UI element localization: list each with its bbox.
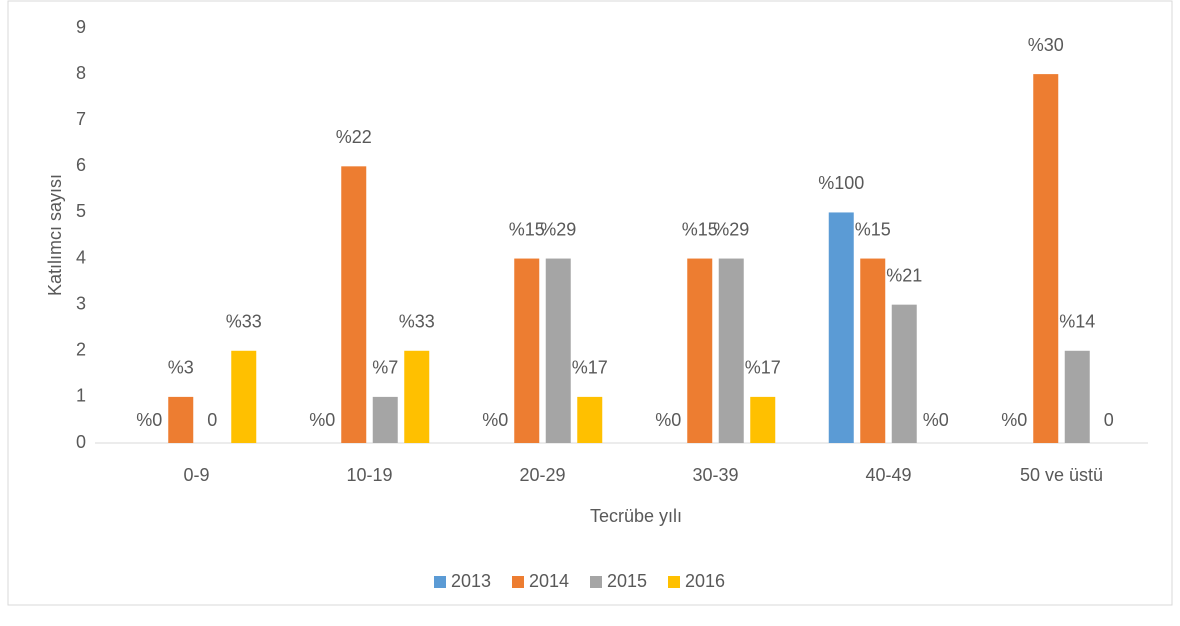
x-tick-label: 0-9 bbox=[183, 465, 209, 485]
value-label: %14 bbox=[1059, 312, 1095, 332]
legend-label: 2014 bbox=[529, 571, 569, 591]
bar bbox=[687, 258, 713, 443]
value-label: %29 bbox=[713, 219, 749, 239]
value-label: %17 bbox=[745, 358, 781, 378]
bar bbox=[860, 258, 886, 443]
value-label: %0 bbox=[309, 410, 335, 430]
y-tick-label: 3 bbox=[76, 293, 86, 313]
x-tick-label: 50 ve üstü bbox=[1020, 465, 1103, 485]
bar bbox=[545, 258, 571, 443]
value-label: %0 bbox=[1001, 410, 1027, 430]
bar bbox=[514, 258, 540, 443]
x-tick-label: 30-39 bbox=[692, 465, 738, 485]
value-label: %15 bbox=[682, 219, 718, 239]
x-tick-label: 40-49 bbox=[865, 465, 911, 485]
value-label: %0 bbox=[136, 410, 162, 430]
value-label: %33 bbox=[226, 312, 262, 332]
value-label: %0 bbox=[655, 410, 681, 430]
value-label: %3 bbox=[168, 358, 194, 378]
y-tick-label: 4 bbox=[76, 247, 86, 267]
legend-swatch bbox=[512, 576, 524, 588]
x-tick-label: 20-29 bbox=[519, 465, 565, 485]
y-tick-label: 0 bbox=[76, 432, 86, 452]
bar bbox=[1033, 74, 1059, 443]
y-tick-label: 7 bbox=[76, 109, 86, 129]
y-tick-label: 5 bbox=[76, 201, 86, 221]
bar bbox=[891, 304, 917, 443]
legend-label: 2016 bbox=[685, 571, 725, 591]
bar bbox=[577, 396, 603, 443]
bar bbox=[404, 350, 430, 443]
legend-swatch bbox=[434, 576, 446, 588]
value-label: 0 bbox=[1104, 410, 1114, 430]
y-tick-label: 2 bbox=[76, 340, 86, 360]
value-label: %0 bbox=[482, 410, 508, 430]
value-label: %17 bbox=[572, 358, 608, 378]
value-label: %100 bbox=[818, 173, 864, 193]
value-label: %22 bbox=[336, 127, 372, 147]
bar bbox=[1064, 350, 1090, 443]
value-label: %0 bbox=[923, 410, 949, 430]
value-label: %15 bbox=[509, 219, 545, 239]
legend-label: 2013 bbox=[451, 571, 491, 591]
value-label: %30 bbox=[1028, 35, 1064, 55]
legend-swatch bbox=[668, 576, 680, 588]
bar bbox=[718, 258, 744, 443]
y-tick-label: 1 bbox=[76, 386, 86, 406]
x-tick-label: 10-19 bbox=[346, 465, 392, 485]
x-axis-title: Tecrübe yılı bbox=[590, 506, 682, 526]
legend-label: 2015 bbox=[607, 571, 647, 591]
bar bbox=[231, 350, 257, 443]
chart-border bbox=[7, 0, 1173, 606]
y-tick-label: 8 bbox=[76, 63, 86, 83]
value-label: %33 bbox=[399, 312, 435, 332]
bar bbox=[341, 166, 367, 444]
bar bbox=[750, 396, 776, 443]
bar bbox=[828, 212, 854, 443]
y-tick-label: 6 bbox=[76, 155, 86, 175]
value-label: %7 bbox=[372, 358, 398, 378]
value-label: %15 bbox=[855, 219, 891, 239]
value-label: %21 bbox=[886, 265, 922, 285]
y-axis-title: Katılımcı sayısı bbox=[45, 174, 65, 296]
y-tick-label: 9 bbox=[76, 17, 86, 37]
legend-swatch bbox=[590, 576, 602, 588]
bar bbox=[168, 396, 194, 443]
value-label: %29 bbox=[540, 219, 576, 239]
bar bbox=[372, 396, 398, 443]
value-label: 0 bbox=[207, 410, 217, 430]
